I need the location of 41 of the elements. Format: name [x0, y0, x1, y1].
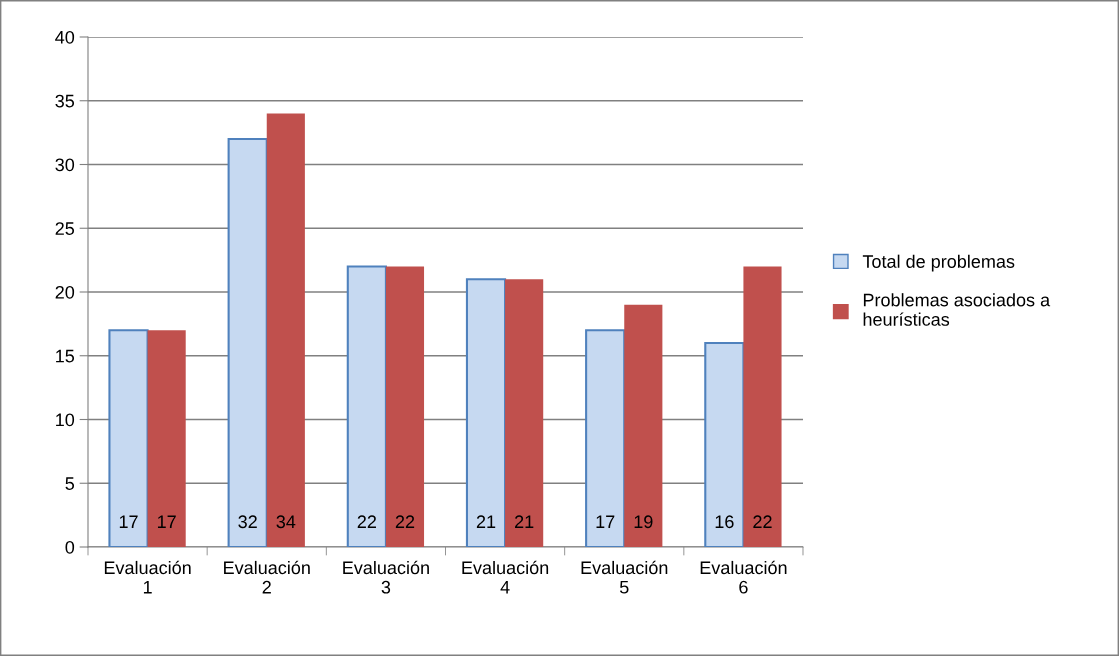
data-label: 21 — [515, 515, 534, 528]
bar — [704, 341, 745, 547]
data-label: 22 — [395, 515, 415, 528]
y-tick-label: 40 — [55, 30, 75, 44]
bar — [624, 304, 663, 547]
x-tick-label: Evaluación 6 — [700, 560, 787, 594]
data-label: 16 — [715, 515, 734, 529]
legend-label: Problemas asociados a heurísticas — [863, 293, 1051, 326]
bar — [147, 330, 186, 547]
y-tick-label: 25 — [55, 222, 75, 235]
bar — [385, 266, 425, 547]
y-tick-label: 15 — [56, 349, 75, 363]
y-tick-label: 35 — [55, 94, 75, 108]
bar — [465, 278, 507, 547]
x-tick-label: Evaluación 4 — [462, 560, 549, 594]
legend-label: Total de problemas — [862, 254, 1015, 272]
bar — [585, 329, 626, 547]
y-tick-label: 10 — [56, 413, 75, 427]
bar — [227, 137, 268, 547]
data-label: 32 — [238, 515, 257, 529]
bar — [505, 279, 544, 547]
data-label: 34 — [276, 515, 296, 529]
y-tick-label: 20 — [55, 285, 75, 299]
bar — [108, 329, 149, 547]
data-label: 17 — [157, 515, 176, 528]
bar — [266, 113, 305, 547]
data-label: 17 — [596, 515, 615, 528]
x-tick-label: Evaluación 5 — [581, 560, 668, 594]
bar — [743, 266, 782, 547]
data-label: 17 — [119, 515, 138, 528]
y-tick-label: 0 — [65, 540, 75, 554]
data-label: 22 — [753, 515, 772, 528]
x-tick-label: Evaluación 3 — [343, 560, 429, 594]
y-tick-label: 30 — [55, 158, 75, 172]
data-label: 21 — [476, 515, 496, 528]
y-tick-label: 5 — [65, 477, 75, 490]
data-label: 19 — [634, 515, 653, 529]
bar — [346, 265, 387, 547]
x-tick-label: Evaluación 1 — [104, 560, 191, 594]
data-label: 22 — [357, 515, 376, 528]
x-tick-label: Evaluación 2 — [224, 560, 310, 594]
